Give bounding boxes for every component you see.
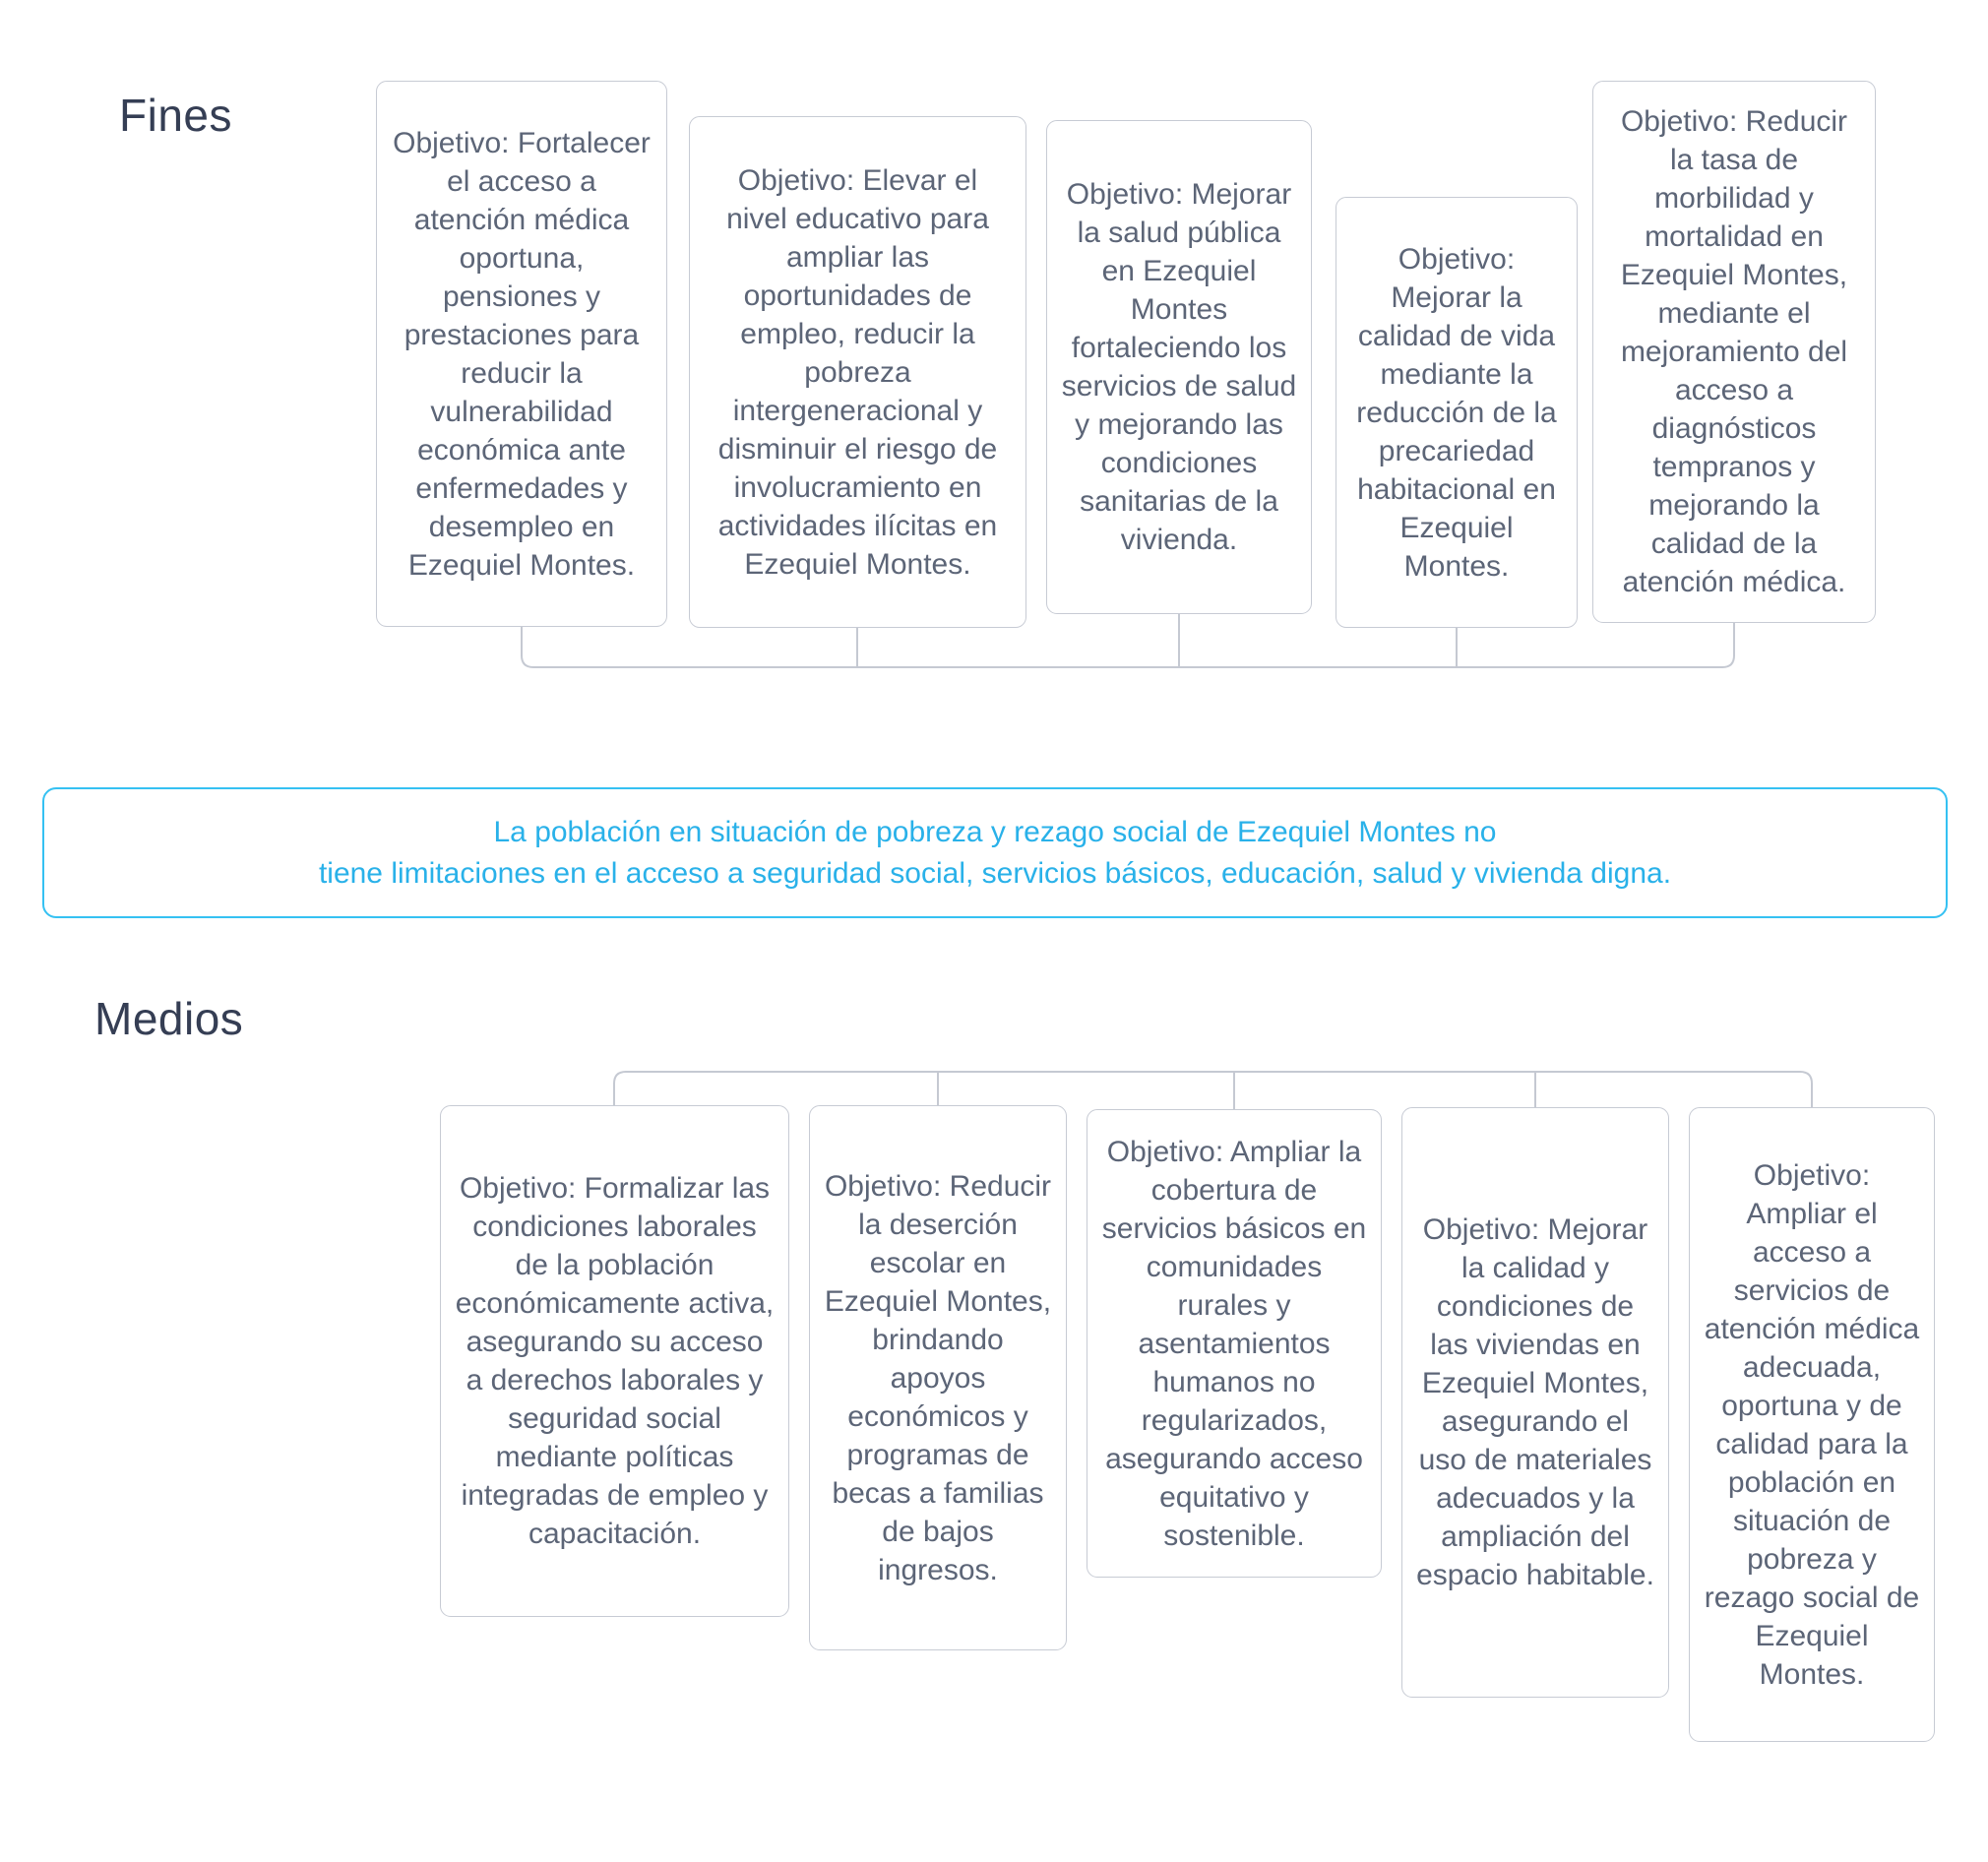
medios-box-1-text: Objetivo: Formalizar las condiciones lab… <box>455 1172 775 1550</box>
fines-box-2-text: Objetivo: Elevar el nivel educativo para… <box>717 163 998 581</box>
medios-bus-line <box>613 1071 1813 1107</box>
medios-box-5: Objetivo: Ampliar el acceso a servicios … <box>1689 1107 1935 1742</box>
problem-statement-line-1: La población en situación de pobreza y r… <box>493 815 1497 848</box>
medios-box-2: Objetivo: Reducir la deserción escolar e… <box>809 1105 1067 1650</box>
medios-box-5-text: Objetivo: Ampliar el acceso a servicios … <box>1704 1158 1920 1691</box>
medios-box-4-text: Objetivo: Mejorar la calidad y condicion… <box>1416 1213 1654 1591</box>
fines-box-1-text: Objetivo: Fortalecer el acceso a atenció… <box>393 126 651 582</box>
medios-connectors <box>613 1071 1813 1109</box>
fines-bus-line <box>521 623 1735 668</box>
problem-statement-line-2: tiene limitaciones en el acceso a seguri… <box>318 856 1672 890</box>
fines-box-1: Objetivo: Fortalecer el acceso a atenció… <box>376 81 667 627</box>
medios-box-1: Objetivo: Formalizar las condiciones lab… <box>440 1105 789 1617</box>
fines-section-label: Fines <box>119 90 232 141</box>
fines-box-4: Objetivo: Mejorar la calidad de vida med… <box>1336 197 1578 628</box>
fines-box-4-text: Objetivo: Mejorar la calidad de vida med… <box>1356 242 1557 583</box>
fines-box-5: Objetivo: Reducir la tasa de morbilidad … <box>1592 81 1876 623</box>
problem-statement-box: La población en situación de pobreza y r… <box>42 787 1948 918</box>
medios-box-4: Objetivo: Mejorar la calidad y condicion… <box>1401 1107 1669 1698</box>
medios-box-2-text: Objetivo: Reducir la deserción escolar e… <box>824 1169 1052 1586</box>
fines-box-3: Objetivo: Mejorar la salud pública en Ez… <box>1046 120 1312 614</box>
medios-section-label: Medios <box>94 993 244 1044</box>
fines-box-5-text: Objetivo: Reducir la tasa de morbilidad … <box>1620 105 1848 598</box>
medios-box-3-text: Objetivo: Ampliar la cobertura de servic… <box>1101 1135 1367 1552</box>
medios-box-3: Objetivo: Ampliar la cobertura de servic… <box>1087 1109 1382 1578</box>
fines-box-3-text: Objetivo: Mejorar la salud pública en Ez… <box>1061 178 1297 556</box>
fines-box-2: Objetivo: Elevar el nivel educativo para… <box>689 116 1026 628</box>
